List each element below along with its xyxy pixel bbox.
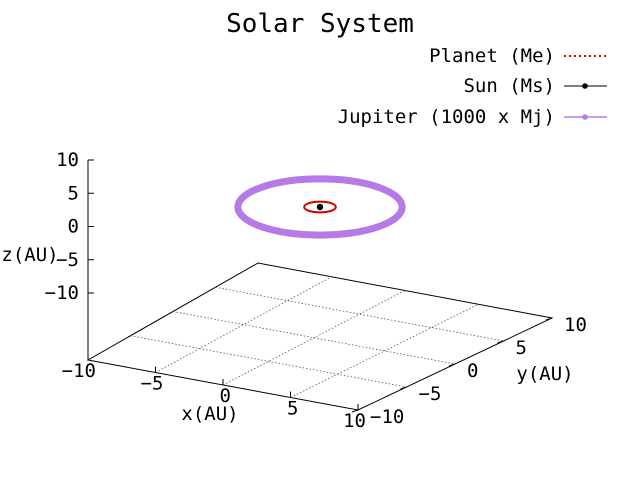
x-tick-label: 10 — [343, 410, 366, 432]
z-axis-label: z(AU) — [1, 244, 58, 266]
y-tick-mark — [400, 386, 407, 390]
jupiter-orbit — [234, 175, 406, 239]
legend-jupiter-marker — [582, 114, 588, 120]
legend-sun-marker — [582, 83, 588, 89]
grid-line-x — [290, 303, 479, 398]
z-tick-label: 0 — [68, 216, 79, 238]
legend-planet-label: Planet (Me) — [429, 45, 555, 67]
x-tick-label: −10 — [62, 360, 96, 382]
y-tick-label: −5 — [419, 383, 442, 405]
legend-sun-label: Sun (Ms) — [463, 75, 555, 97]
grid-line-y — [172, 311, 456, 365]
orbits — [234, 175, 406, 239]
z-tick-label: −5 — [56, 249, 79, 271]
y-tick-mark — [448, 363, 456, 367]
y-axis-label: y(AU) — [516, 363, 573, 385]
z-axis: 10 5 0 −5 −10 — [45, 149, 94, 360]
y-tick-mark — [351, 409, 359, 413]
x-tick-label: 5 — [287, 398, 298, 420]
x-axis-ticks: −10 −5 0 5 10 — [62, 354, 366, 432]
legend-jupiter-label: Jupiter (1000 x Mj) — [338, 106, 555, 128]
y-tick-label: 0 — [467, 360, 478, 382]
grid-line-x — [155, 276, 332, 373]
chart-title: Solar System — [226, 9, 414, 39]
z-tick-label: −10 — [45, 282, 79, 304]
x-tick-label: 0 — [220, 385, 231, 407]
y-tick-label: −10 — [370, 406, 404, 428]
x-tick-label: −5 — [141, 373, 164, 395]
y-tick-mark — [545, 317, 553, 321]
y-axis-ticks: −10 −5 0 5 10 — [351, 314, 587, 428]
grid-line-y — [215, 286, 504, 342]
planet-orbit — [303, 200, 337, 214]
legend: Planet (Me) Sun (Ms) Jupiter (1000 x Mj) — [338, 45, 607, 128]
y-tick-mark — [497, 340, 504, 344]
z-tick-label: 5 — [68, 182, 79, 204]
grid-line-x — [222, 290, 406, 386]
grid-line-y — [130, 335, 407, 388]
y-tick-label: 10 — [564, 314, 587, 336]
z-tick-label: 10 — [56, 149, 79, 171]
y-tick-label: 5 — [516, 337, 527, 359]
x-axis-label: x(AU) — [181, 403, 238, 425]
sun-point — [316, 203, 324, 211]
